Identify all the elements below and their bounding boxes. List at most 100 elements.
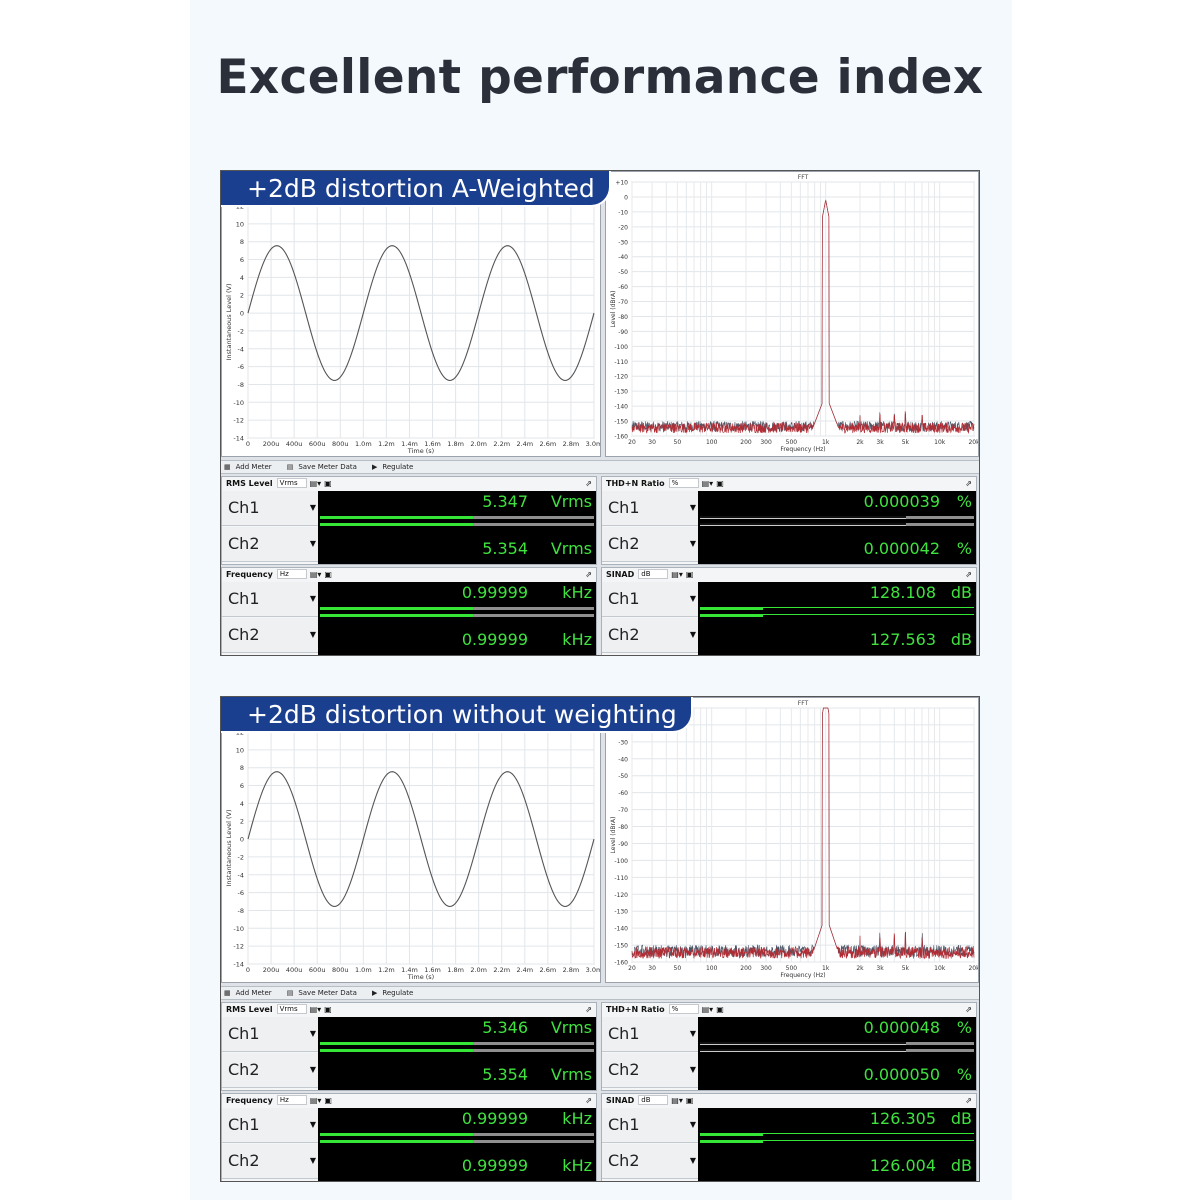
fft-ytick: -120 [614, 374, 628, 381]
meter-settings-icon[interactable]: ▤▾ [671, 1096, 683, 1105]
add-meter-button[interactable]: ▦ Add Meter [224, 989, 278, 997]
channel-select-2[interactable]: Ch2 ▼ [602, 527, 698, 562]
ch1-value: 5.346 [482, 1018, 528, 1037]
meter-header: SINAD dB ▤▾ ▣ ⇗ [602, 568, 976, 581]
channel-select-2[interactable]: Ch2 ▼ [222, 618, 318, 653]
meter-settings-icon[interactable]: ▤▾ [701, 1005, 714, 1014]
unit-select[interactable]: Vrms [276, 1004, 307, 1014]
scope-xtick: 2.8m [563, 966, 580, 974]
channel-label: Ch2 [608, 1060, 640, 1079]
popout-icon[interactable]: ⇗ [585, 1096, 592, 1105]
fft-ylabel: Level (dBrA) [610, 817, 617, 854]
popout-icon[interactable]: ⇗ [965, 570, 972, 579]
meter-settings-icon[interactable]: ▤▾ [701, 479, 714, 488]
meter-settings-icon[interactable]: ▤▾ [309, 1005, 322, 1014]
scope-xtick: 800u [332, 440, 349, 448]
scope-xlabel: Time (s) [407, 447, 434, 455]
scope-ytick: 4 [240, 800, 244, 808]
meter-settings-icon[interactable]: ▤▾ [671, 570, 683, 579]
unit-select[interactable]: % [668, 478, 699, 488]
regulate-button[interactable]: ▶ Regulate [372, 989, 419, 997]
channel-select-1[interactable]: Ch1 ▼ [602, 491, 698, 526]
channel-select-1[interactable]: Ch1 ▼ [222, 1108, 318, 1143]
meter-settings-icon[interactable]: ▤▾ [309, 570, 322, 579]
unit-select[interactable]: Hz [276, 569, 307, 579]
channel-select-1[interactable]: Ch1 ▼ [602, 582, 698, 617]
channel-select-2[interactable]: Ch2 ▼ [602, 1144, 698, 1179]
ch1-unit: dB [950, 583, 972, 602]
regulate-button[interactable]: ▶ Regulate [372, 463, 419, 471]
fft-ytick: -140 [614, 926, 628, 933]
channel-select-1[interactable]: Ch1 ▼ [222, 582, 318, 617]
unit-select[interactable]: dB [638, 1095, 669, 1105]
channel-select-2[interactable]: Ch2 ▼ [222, 1053, 318, 1088]
fft-svg: FFT +10 0 -10 -20 -30 -40 -50 -60 -70 -80 -90 -100 -1… [610, 174, 978, 453]
unit-select[interactable]: Hz [276, 1095, 307, 1105]
scope-trace [247, 771, 595, 908]
meter-options-icon[interactable]: ▣ [685, 1096, 694, 1105]
ch2-value: 0.99999 [461, 630, 528, 649]
meter-options-icon[interactable]: ▣ [716, 479, 724, 488]
fft-xtick: 10k [934, 965, 946, 972]
meter-options-icon[interactable]: ▣ [324, 479, 332, 488]
popout-icon[interactable]: ⇗ [965, 1096, 972, 1105]
fft-ylabel: Level (dBrA) [610, 291, 617, 328]
fft-ytick: -80 [618, 314, 628, 321]
bar-track [763, 1140, 974, 1141]
page-title: Excellent performance index [216, 50, 984, 105]
scope-xtick: 400u [286, 440, 303, 448]
unit-select[interactable]: dB [638, 569, 669, 579]
meter-options-icon[interactable]: ▣ [324, 1005, 332, 1014]
popout-icon[interactable]: ⇗ [585, 570, 592, 579]
meter-title: Frequency [226, 570, 273, 579]
meter-settings-icon[interactable]: ▤▾ [309, 479, 322, 488]
scope-xtick: 1.4m [401, 440, 418, 448]
save-meter-data-button[interactable]: ▤ Save Meter Data [287, 989, 363, 997]
scope-xtick: 200u [263, 440, 280, 448]
fft-graph: FFT-10-20-30-40-50-60-70-80-90-100-110-1… [605, 697, 979, 983]
channel-select-1[interactable]: Ch1 ▼ [602, 1017, 698, 1052]
chevron-down-icon: ▼ [309, 630, 316, 639]
popout-icon[interactable]: ⇗ [965, 479, 972, 488]
save-meter-data-button[interactable]: ▤ Save Meter Data [287, 463, 363, 471]
fft-ytick: -60 [618, 284, 628, 291]
fft-xtick: 50 [674, 439, 682, 446]
meter-title: THD+N Ratio [606, 1005, 665, 1014]
level-bars [698, 1041, 976, 1055]
channel-select-2[interactable]: Ch2 ▼ [222, 1144, 318, 1179]
channel-label: Ch1 [228, 1024, 260, 1043]
channel-select-2[interactable]: Ch2 ▼ [222, 527, 318, 562]
ch1-readout: 0.000048% [698, 1017, 976, 1041]
fft-trace-ch1 [631, 199, 975, 435]
meter-options-icon[interactable]: ▣ [716, 1005, 724, 1014]
scope-xtick: 1.8m [447, 966, 464, 974]
channel-select-2[interactable]: Ch2 ▼ [602, 618, 698, 653]
ch1-readout: 5.347 Vrms [318, 491, 596, 515]
scope-xtick: 200u [263, 966, 280, 974]
popout-icon[interactable]: ⇗ [585, 1005, 592, 1014]
add-meter-button[interactable]: ▦ Add Meter [224, 463, 278, 471]
channel-select-1[interactable]: Ch1 ▼ [222, 1017, 318, 1052]
fft-ytick: -70 [618, 807, 628, 814]
chevron-down-icon: ▼ [689, 1029, 696, 1038]
ch2-value: 126.004 [869, 1156, 936, 1175]
meter-options-icon[interactable]: ▣ [685, 570, 694, 579]
scope-xtick: 2.8m [563, 440, 580, 448]
unit-select[interactable]: Vrms [276, 478, 307, 488]
channel-select-1[interactable]: Ch1 ▼ [222, 491, 318, 526]
channel-select-2[interactable]: Ch2 ▼ [602, 1053, 698, 1088]
popout-icon[interactable]: ⇗ [585, 479, 592, 488]
meter-options-icon[interactable]: ▣ [324, 1096, 332, 1105]
bar-track [763, 1133, 974, 1134]
popout-icon[interactable]: ⇗ [965, 1005, 972, 1014]
unit-select[interactable]: % [668, 1004, 699, 1014]
fft-trace-ch1 [631, 707, 975, 960]
channel-select-1[interactable]: Ch1 ▼ [602, 1108, 698, 1143]
scope-ytick: 2 [240, 818, 244, 826]
meter-settings-icon[interactable]: ▤▾ [309, 1096, 322, 1105]
meter-options-icon[interactable]: ▣ [324, 570, 332, 579]
bar-track [763, 614, 974, 615]
level-bars [318, 1132, 596, 1146]
scope-ytick: 10 [236, 220, 244, 228]
channel-label: Ch1 [608, 589, 640, 608]
